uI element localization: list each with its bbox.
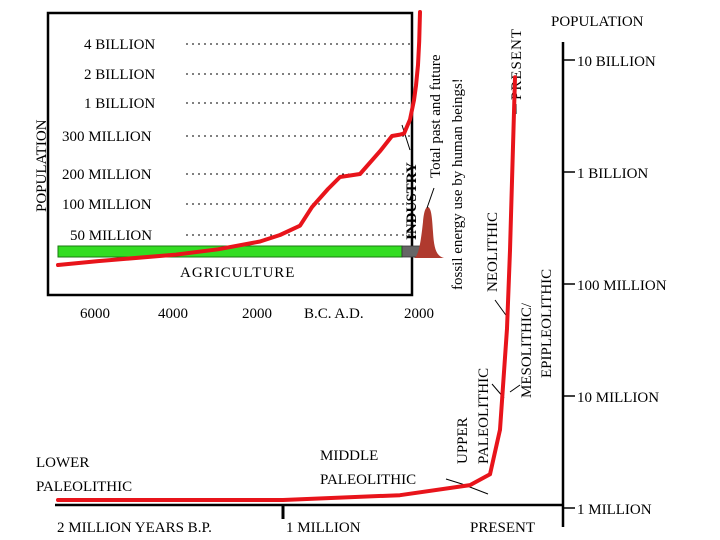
era-label-present: PRESENT — [509, 28, 525, 100]
main-x-tick-label: 2 MILLION YEARS B.P. — [57, 520, 212, 536]
inset-gridlines — [186, 43, 410, 236]
inset-x-tick-label: 6000 — [80, 306, 110, 322]
inset-data-point — [278, 233, 282, 237]
era-label-upper-paleolithic: UPPER — [455, 417, 471, 464]
mesolithic-pointer — [509, 384, 521, 393]
fossil-label: Total past and future — [428, 54, 444, 178]
main-y-tick-label: 10 MILLION — [577, 390, 659, 406]
main-data-point — [488, 472, 492, 477]
era-label-mesolithic: EPIPLEOLITHIC — [539, 269, 555, 378]
inset-y-tick-label: 4 BILLION — [84, 37, 155, 53]
inset-data-point — [326, 187, 330, 191]
inset-data-point — [298, 224, 302, 228]
main-data-point — [513, 75, 517, 80]
inset-y-tick-label: 2 BILLION — [84, 67, 155, 83]
inset-data-point — [96, 259, 100, 263]
inset-data-point — [338, 175, 342, 179]
main-y-tick-label: 100 MILLION — [577, 278, 667, 294]
inset-data-point — [56, 263, 60, 267]
era-label-lower-paleolithic: LOWER — [36, 455, 89, 471]
inset-data-point — [418, 10, 422, 14]
inset-x-tick-label: B.C. A.D. — [304, 306, 364, 322]
inset-data-point — [258, 240, 262, 244]
main-data-point — [498, 427, 502, 432]
inset-y-tick-label: 300 MILLION — [62, 129, 152, 145]
inset-data-point — [416, 63, 420, 67]
inset-data-point — [412, 98, 416, 102]
main-data-point — [505, 326, 509, 331]
inset-data-point — [378, 149, 382, 153]
inset-data-point — [390, 134, 394, 138]
main-y-tick-label: 1 BILLION — [577, 166, 648, 182]
agriculture-label: AGRICULTURE — [180, 265, 295, 281]
era-label-middle-paleolithic: MIDDLE — [320, 448, 378, 464]
inset-y-tick-label: 50 MILLION — [70, 228, 152, 244]
inset-x-tick-label: 2000 — [242, 306, 272, 322]
era-label-neolithic: NEOLITHIC — [485, 212, 501, 292]
main-y-tick-label: 10 BILLION — [577, 54, 656, 70]
era-label-middle-paleolithic: PALEOLITHIC — [320, 472, 416, 488]
era-label-lower-paleolithic: PALEOLITHIC — [36, 479, 132, 495]
fossil-pointer — [426, 187, 435, 209]
inset-x-tick-label: 4000 — [158, 306, 188, 322]
inset-y-tick-label: 200 MILLION — [62, 167, 152, 183]
main-title: POPULATION — [551, 14, 644, 30]
inset-data-point — [216, 247, 220, 251]
inset-y-axis-label: POPULATION — [34, 119, 50, 212]
main-population-line — [56, 75, 517, 502]
main-y-tick-label: 1 MILLION — [577, 502, 652, 518]
fossil-energy-spike — [414, 207, 444, 258]
middle-paleolithic-pointer — [445, 478, 489, 495]
fossil-label: fossil energy use by human beings! — [450, 78, 466, 290]
main-data-point — [56, 498, 60, 502]
inset-data-point — [358, 172, 362, 176]
inset-data-point — [398, 133, 402, 137]
main-data-point — [508, 248, 512, 253]
main-x-tick-label: 1 MILLION — [286, 520, 361, 536]
inset-y-tick-label: 1 BILLION — [84, 96, 155, 112]
inset-data-point — [174, 253, 178, 257]
era-label-upper-paleolithic: PALEOLITHIC — [476, 368, 492, 464]
inset-data-point — [402, 132, 406, 136]
main-data-point — [168, 498, 173, 502]
industry-pointer — [401, 124, 411, 151]
main-data-point — [398, 493, 402, 498]
main-data-point — [468, 483, 472, 487]
industry-label: INDUSTRY — [404, 162, 420, 240]
inset-data-point — [408, 118, 412, 121]
inset-data-point — [310, 205, 314, 209]
main-x-tick-label: PRESENT — [470, 520, 535, 536]
inset-data-point — [414, 84, 418, 88]
inset-y-tick-label: 100 MILLION — [62, 197, 152, 213]
inset-x-tick-label: 2000 — [404, 306, 434, 322]
main-data-point — [281, 498, 285, 502]
inset-data-point — [417, 39, 421, 43]
era-label-mesolithic: MESOLITHIC/ — [519, 302, 535, 398]
